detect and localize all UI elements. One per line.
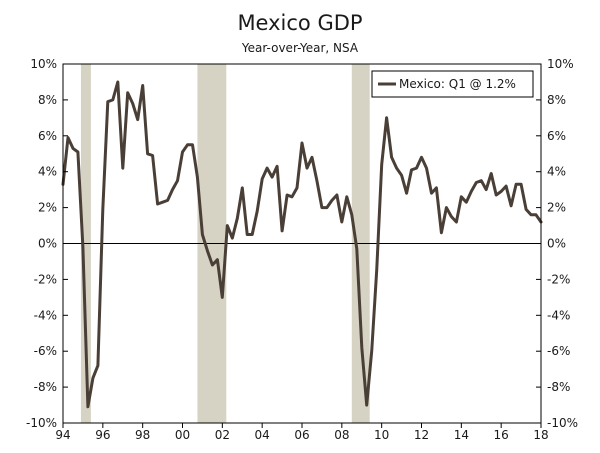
legend-label: Mexico: Q1 @ 1.2% [399,77,516,91]
x-tick-label: 08 [334,428,349,442]
y-tick-label-right: -6% [547,344,570,358]
y-tick-label-left: 4% [38,165,57,179]
y-tick-label-right: -2% [547,272,570,286]
y-tick-label-left: 2% [38,201,57,215]
y-tick-label-left: -10% [26,416,57,430]
x-tick-label: 16 [494,428,509,442]
x-tick-label: 02 [215,428,230,442]
x-tick-label: 12 [414,428,429,442]
chart-subtitle: Year-over-Year, NSA [241,41,359,55]
legend-box [371,70,534,98]
y-tick-label-left: 0% [38,237,57,251]
x-tick-label: 96 [95,428,110,442]
x-tick-label: 04 [255,428,270,442]
x-tick-label: 18 [533,428,548,442]
y-tick-label-right: -4% [547,308,570,322]
y-tick-label-right: 10% [547,57,574,71]
x-tick-label: 10 [374,428,389,442]
x-tick-label: 14 [454,428,469,442]
y-tick-label-left: 10% [30,57,57,71]
y-tick-label-left: 8% [38,93,57,107]
chart-title: Mexico GDP [237,11,362,35]
legend: Mexico: Q1 @ 1.2% [371,70,534,98]
y-tick-label-right: 0% [547,237,566,251]
y-tick-label-left: -4% [34,308,57,322]
y-axis-right: 10% 8% 6% 4% 2% 0% -2% -4% -6% -8% -10% [536,57,578,430]
x-tick-label: 00 [175,428,190,442]
y-tick-label-right: 2% [547,201,566,215]
x-tick-label: 06 [294,428,309,442]
x-axis: 94 96 98 00 02 04 06 08 10 12 14 16 18 [55,423,549,442]
y-tick-label-left: -2% [34,272,57,286]
y-tick-label-right: -8% [547,380,570,394]
x-tick-label: 98 [135,428,150,442]
y-tick-label-right: 8% [547,93,566,107]
y-tick-label-left: -8% [34,380,57,394]
y-axis-left: 10% 8% 6% 4% 2% 0% -2% -4% -6% -8% -10% [26,57,68,430]
x-tick-label: 94 [55,428,70,442]
y-tick-label-left: 6% [38,129,57,143]
y-tick-label-right: 4% [547,165,566,179]
series-line-mexico [61,80,543,409]
y-tick-label-right: -10% [547,416,578,430]
y-tick-label-right: 6% [547,129,566,143]
y-tick-label-left: -6% [34,344,57,358]
